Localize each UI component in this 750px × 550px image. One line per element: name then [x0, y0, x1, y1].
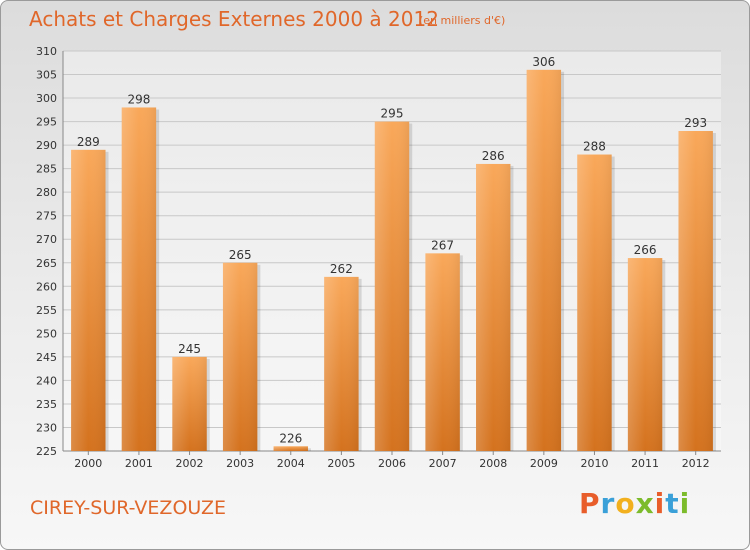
y-tick-label: 255: [36, 304, 57, 317]
x-tick-label-2004: 2004: [277, 457, 305, 470]
y-tick-label: 305: [36, 69, 57, 82]
y-tick-label: 270: [36, 233, 57, 246]
chart-unit: (en milliers d'€): [419, 14, 506, 27]
value-label-2000: 289: [77, 135, 100, 149]
y-tick-label: 230: [36, 421, 57, 434]
x-tick-label-2011: 2011: [631, 457, 659, 470]
bar-highlight: [476, 163, 511, 452]
y-tick-label: 290: [36, 139, 57, 152]
value-label-2008: 286: [482, 149, 505, 163]
y-tick-label: 245: [36, 351, 57, 364]
x-tick-label-2009: 2009: [530, 457, 558, 470]
logo-letter: o: [615, 487, 636, 520]
bar-highlight: [577, 154, 612, 451]
x-tick-label-2001: 2001: [125, 457, 153, 470]
logo-letter: t: [665, 487, 680, 520]
x-tick-label-2008: 2008: [479, 457, 507, 470]
value-label-2002: 245: [178, 342, 201, 356]
x-tick-label-2010: 2010: [580, 457, 608, 470]
x-tick-label-2012: 2012: [682, 457, 710, 470]
y-tick-label: 240: [36, 374, 57, 387]
y-tick-label: 235: [36, 398, 57, 411]
value-label-2007: 267: [431, 238, 454, 252]
value-label-2006: 295: [381, 107, 404, 121]
bar-highlight: [678, 131, 713, 451]
bar-highlight: [172, 356, 207, 451]
bar-highlight: [374, 121, 410, 452]
y-tick-label: 310: [36, 45, 57, 58]
value-label-2012: 293: [684, 116, 707, 130]
logo-letter: x: [635, 487, 655, 520]
logo-letter: r: [600, 487, 616, 520]
chart-title: Achats et Charges Externes 2000 à 2012: [29, 7, 439, 31]
location-name: CIREY-SUR-VEZOUZE: [30, 497, 226, 519]
value-label-2010: 288: [583, 140, 606, 154]
x-tick-label-2006: 2006: [378, 457, 406, 470]
logo-letter: P: [579, 487, 601, 520]
value-label-2003: 265: [229, 248, 252, 262]
bar-highlight: [71, 149, 106, 451]
x-tick-label-2005: 2005: [327, 457, 355, 470]
y-tick-label: 295: [36, 116, 57, 129]
y-tick-label: 275: [36, 210, 57, 223]
bar-highlight: [324, 276, 359, 451]
logo-letter: i: [654, 487, 666, 520]
y-tick-label: 225: [36, 445, 57, 458]
x-tick-label-2007: 2007: [429, 457, 457, 470]
y-tick-label: 280: [36, 186, 57, 199]
x-tick-label-2002: 2002: [176, 457, 204, 470]
y-tick-label: 300: [36, 92, 57, 105]
value-label-2001: 298: [127, 92, 150, 106]
x-tick-label-2003: 2003: [226, 457, 254, 470]
bar-highlight: [121, 107, 157, 452]
bar-highlight: [627, 258, 663, 451]
bar-highlight: [273, 446, 308, 451]
y-tick-label: 265: [36, 257, 57, 270]
y-tick-label: 285: [36, 163, 57, 176]
value-label-2011: 266: [634, 243, 657, 257]
bar-highlight: [526, 69, 562, 451]
value-label-2005: 262: [330, 262, 353, 276]
bar-highlight: [425, 253, 460, 451]
proxiti-logo[interactable]: Proxiti: [579, 487, 690, 520]
y-tick-label: 260: [36, 280, 57, 293]
x-tick-label-2000: 2000: [74, 457, 102, 470]
value-label-2004: 226: [279, 431, 302, 445]
logo-letter: i: [679, 487, 691, 520]
value-label-2009: 306: [532, 55, 555, 69]
y-tick-label: 250: [36, 327, 57, 340]
bar-highlight: [222, 262, 258, 451]
